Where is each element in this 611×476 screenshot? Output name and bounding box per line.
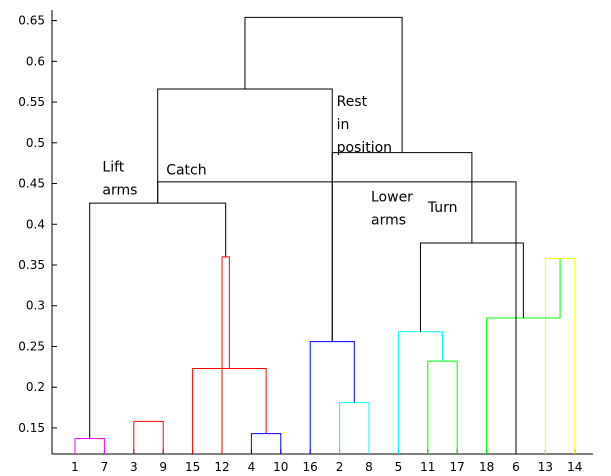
dendrogram-link	[89, 202, 227, 439]
dendrogram-link	[221, 256, 230, 454]
annotation-label: in	[337, 117, 350, 133]
y-tick-label: 0.6	[26, 54, 45, 68]
y-tick-label: 0.35	[18, 258, 45, 272]
dendrogram-link	[244, 16, 403, 153]
x-tick-label: 2	[336, 460, 344, 474]
y-tick-label: 0.4	[26, 217, 45, 231]
dendrogram-link	[544, 257, 576, 454]
dendrogram-link	[133, 420, 164, 454]
x-tick-label: 1	[71, 460, 79, 474]
annotation-label: Turn	[427, 200, 458, 216]
dendrogram-link	[157, 88, 333, 342]
dendrogram-link	[331, 152, 473, 342]
y-tick-label: 0.15	[18, 421, 45, 435]
annotation-label: arms	[371, 212, 406, 228]
x-tick-label: 17	[450, 460, 465, 474]
x-tick-label: 13	[538, 460, 553, 474]
annotation-label: Catch	[166, 163, 206, 179]
dendrogram-link	[339, 402, 370, 454]
y-tick-label: 0.65	[18, 14, 45, 28]
y-tick-label: 0.45	[18, 177, 45, 191]
x-tick-label: 15	[185, 460, 200, 474]
chart-annotations: Lift arms Catch Rest in position Lower arms Turn	[102, 94, 457, 228]
dendrogram-link	[486, 258, 561, 454]
x-tick-label: 7	[101, 460, 109, 474]
x-tick-label: 4	[248, 460, 256, 474]
x-tick-label: 10	[273, 460, 288, 474]
x-tick-label: 6	[512, 460, 520, 474]
annotation-label: arms	[102, 182, 137, 198]
dendrogram-link	[397, 331, 443, 454]
x-tick-label: 5	[395, 460, 403, 474]
y-tick-label: 0.2	[26, 380, 45, 394]
dendrogram-link	[74, 438, 105, 454]
annotation-label: Lift	[102, 159, 124, 175]
annotation-label: Lower	[371, 189, 413, 205]
y-tick-label: 0.55	[18, 95, 45, 109]
x-tick-label: 16	[303, 460, 318, 474]
y-tick-label: 0.3	[26, 299, 45, 313]
dendrogram-link	[419, 242, 524, 332]
x-tick-label: 14	[567, 460, 582, 474]
x-tick-label: 9	[159, 460, 167, 474]
dendrogram-links	[74, 16, 576, 454]
annotation-label: position	[337, 140, 392, 156]
dendrogram-link	[309, 341, 355, 454]
y-tick-label: 0.5	[26, 136, 45, 150]
x-tick-label: 12	[214, 460, 229, 474]
x-tick-label: 11	[420, 460, 435, 474]
dendrogram-link	[192, 367, 267, 454]
dendrogram-link	[427, 360, 458, 454]
x-tick-label: 3	[130, 460, 138, 474]
x-tick-label: 18	[479, 460, 494, 474]
dendrogram-link	[250, 433, 282, 454]
dendrogram-link	[157, 181, 517, 454]
chart-axes: 0.15 0.2 0.25 0.3 0.35 0.4 0.45 0.5 0.55 0.6 0.65 1…	[18, 10, 593, 474]
x-tick-label: 8	[365, 460, 373, 474]
y-tick-label: 0.25	[18, 339, 45, 353]
annotation-label: Rest	[337, 94, 368, 110]
